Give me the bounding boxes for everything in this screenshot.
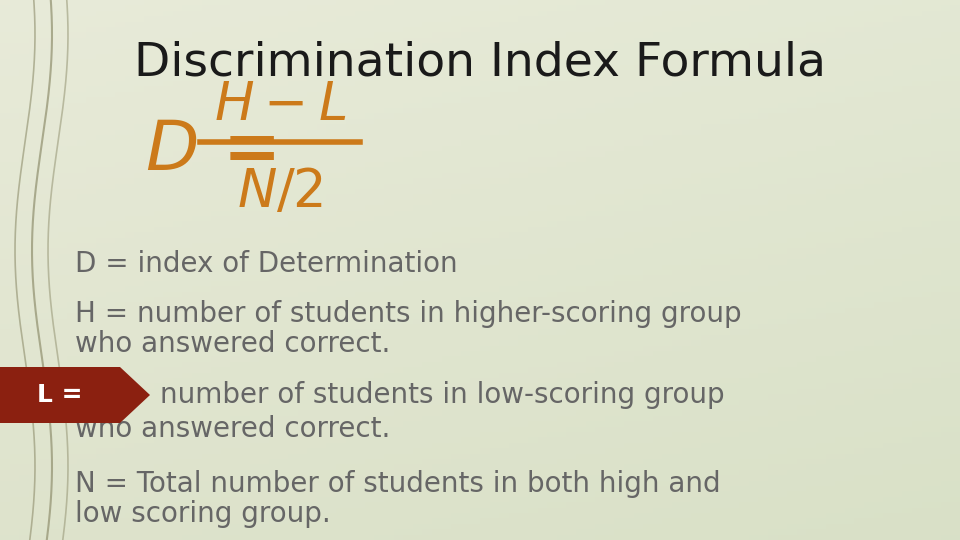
Text: D = index of Determination: D = index of Determination — [75, 250, 458, 278]
Text: $\mathit{D}$ =: $\mathit{D}$ = — [145, 117, 276, 184]
Text: low scoring group.: low scoring group. — [75, 500, 331, 528]
Text: $\mathit{N/2}$: $\mathit{N/2}$ — [237, 166, 323, 218]
Polygon shape — [0, 367, 150, 423]
Text: who answered correct.: who answered correct. — [75, 330, 391, 358]
Text: $\mathit{H-L}$: $\mathit{H-L}$ — [214, 79, 347, 131]
Text: Discrimination Index Formula: Discrimination Index Formula — [134, 40, 826, 85]
Text: H = number of students in higher-scoring group: H = number of students in higher-scoring… — [75, 300, 742, 328]
Text: who answered correct.: who answered correct. — [75, 415, 391, 443]
Text: L =: L = — [37, 383, 83, 407]
Text: number of students in low-scoring group: number of students in low-scoring group — [160, 381, 725, 409]
Text: N = Total number of students in both high and: N = Total number of students in both hig… — [75, 470, 721, 498]
